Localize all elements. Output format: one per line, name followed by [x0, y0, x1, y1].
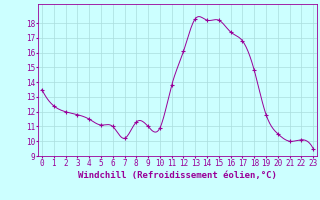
X-axis label: Windchill (Refroidissement éolien,°C): Windchill (Refroidissement éolien,°C) [78, 171, 277, 180]
